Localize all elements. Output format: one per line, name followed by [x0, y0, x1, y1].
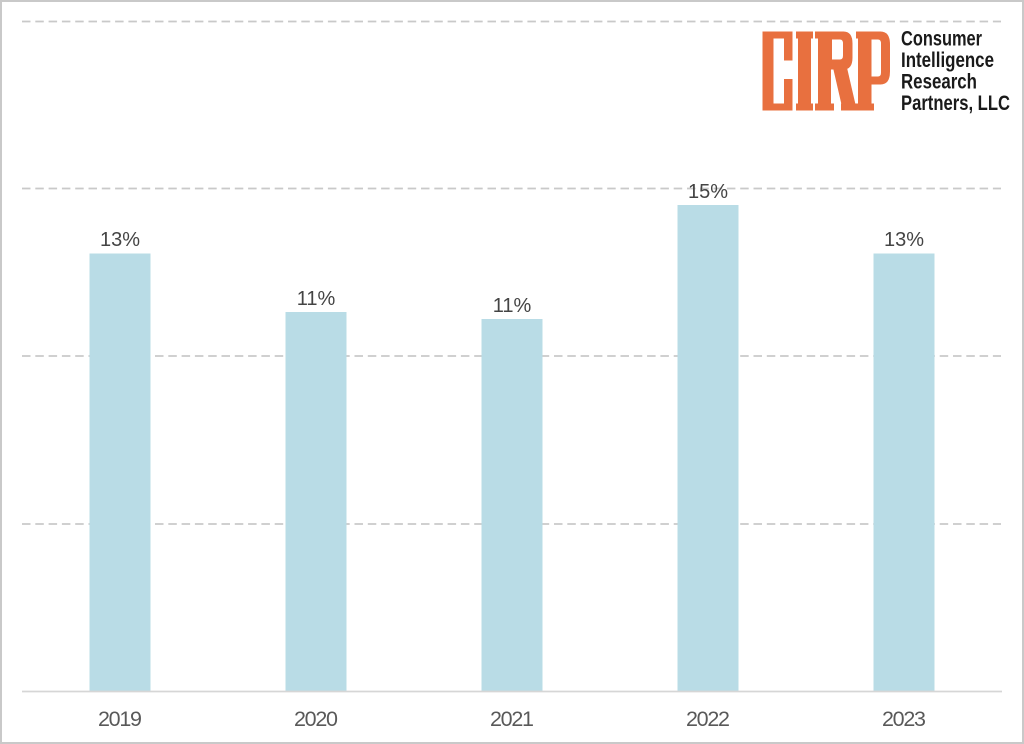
- svg-text:2019: 2019: [98, 707, 142, 731]
- svg-text:2022: 2022: [686, 707, 730, 731]
- svg-text:13%: 13%: [100, 229, 140, 251]
- svg-text:Partners, LLC: Partners, LLC: [901, 91, 1010, 115]
- svg-text:Consumer: Consumer: [901, 27, 982, 51]
- svg-text:11%: 11%: [493, 295, 532, 317]
- svg-text:2023: 2023: [882, 707, 926, 731]
- svg-text:2021: 2021: [490, 707, 534, 731]
- svg-text:11%: 11%: [297, 288, 336, 310]
- svg-text:15%: 15%: [688, 181, 728, 203]
- svg-text:2020: 2020: [294, 707, 338, 731]
- svg-text:Research: Research: [901, 70, 977, 94]
- svg-text:Intelligence: Intelligence: [901, 48, 994, 72]
- svg-text:13%: 13%: [884, 229, 924, 251]
